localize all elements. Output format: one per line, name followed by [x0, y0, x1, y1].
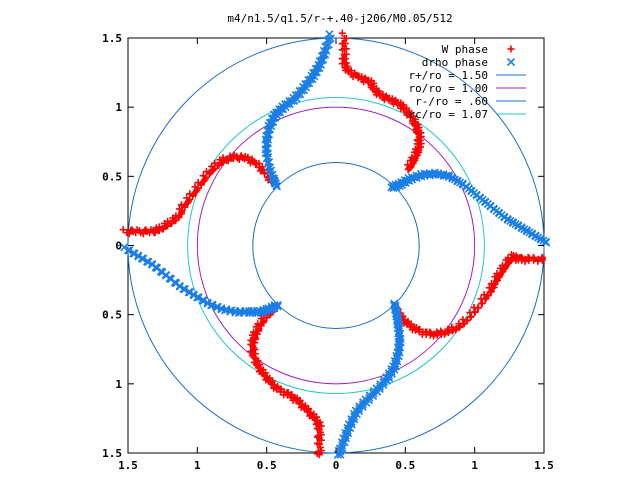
chart-title: m4/n1.5/q1.5/r-+.40-j206/M0.05/512 [227, 12, 452, 25]
w-phase-point-80 [399, 104, 407, 112]
w-phase-point-5 [338, 40, 346, 48]
w-phase-point-187 [493, 276, 501, 284]
y-tick-label-0: 1.5 [102, 32, 122, 45]
w-phase-point-411 [133, 226, 141, 234]
w-phase-point-515 [252, 159, 260, 167]
w-phase-point-285 [314, 432, 322, 440]
w-phase-point-219 [456, 322, 464, 330]
w-phase-point-198 [480, 291, 488, 299]
w-phase-point-40 [365, 76, 373, 84]
w-phase-point-523 [261, 169, 269, 177]
w-phase-point-499 [230, 151, 238, 159]
w-phase-point-56 [376, 90, 384, 98]
w-phase-point-10 [342, 50, 350, 58]
legend-label-2: r+/ro = 1.50 [409, 69, 488, 82]
w-phase-point-106 [417, 133, 425, 141]
drho-phase-point-104 [272, 181, 281, 191]
w-phase-point-0 [338, 29, 346, 37]
w-phase-point-149 [522, 255, 530, 263]
drho-phase-point-395 [273, 300, 282, 310]
y-tick-label-3: 0 [115, 240, 122, 253]
w-phase-point-24 [344, 67, 352, 75]
drho-phase-point-201 [387, 183, 396, 192]
x-tick-label-5: 1 [471, 459, 478, 472]
circle-line-1 [196, 106, 476, 385]
w-phase-point-277 [314, 448, 322, 456]
x-tick-label-0: 1.5 [118, 459, 138, 472]
w-phase-point-235 [434, 329, 442, 337]
w-phase-point-32 [355, 72, 363, 80]
legend-label-3: ro/ro = 1.00 [409, 82, 488, 95]
axis-ticks: 1.5 1 0.5 0 0.5 1 1.51.510.500.511.5 [102, 32, 554, 472]
w-phase-point-203 [478, 299, 486, 307]
w-phase-point-61 [382, 93, 390, 101]
x-tick-label-2: 0.5 [257, 459, 277, 472]
circle-line-2 [252, 162, 420, 329]
w-phase-point-227 [445, 327, 453, 335]
w-phase-point-275 [315, 451, 323, 459]
drho-phase-point-281 [395, 324, 404, 333]
w-phase-point-37 [361, 75, 369, 83]
w-phase-point-280 [315, 440, 323, 448]
legend-label-5: rc/ro = 1.07 [409, 108, 488, 121]
w-phase-point-190 [487, 280, 495, 288]
x-tick-label-4: 0.5 [395, 459, 415, 472]
drho-phase-point-394 [273, 302, 282, 311]
x-tick-label-3: 0 [333, 459, 340, 472]
x-tick-label-1: 1 [194, 459, 201, 472]
w-phase-point-185 [491, 273, 499, 281]
drho-phase-point-298 [390, 299, 399, 308]
legend-label-1: drho phase [422, 56, 488, 69]
w-phase-point-64 [385, 94, 393, 102]
w-phase-point-2 [342, 34, 350, 42]
w-phase-point-520 [258, 165, 266, 173]
w-phase-point-96 [410, 121, 418, 129]
w-phase-point-221 [452, 325, 460, 332]
w-phase-point-193 [485, 284, 493, 292]
w-phase-point-88 [406, 112, 414, 120]
y-tick-label-6: 1.5 [102, 447, 122, 460]
y-tick-label-2: 0.5 [102, 170, 122, 183]
w-phase-point-16 [338, 60, 346, 68]
w-phase-point-240 [427, 329, 435, 337]
y-tick-label-1: 1 [115, 101, 122, 114]
w-phase-point-406 [125, 230, 133, 238]
data-points [119, 29, 551, 459]
w-phase-point-278 [316, 443, 324, 451]
w-phase-point-141 [534, 255, 542, 263]
w-phase-point-414 [139, 230, 147, 238]
w-phase-point-237 [430, 330, 438, 338]
legend-label-0: W phase [442, 43, 488, 56]
circle-line-3 [187, 96, 485, 395]
w-phase-point-147 [525, 254, 533, 262]
w-phase-point-403 [119, 226, 127, 234]
y-tick-label-5: 1 [115, 378, 122, 391]
legend-label-4: r-/ro = .60 [415, 95, 488, 108]
legend-marker-1 [506, 57, 516, 67]
w-phase-point-512 [248, 157, 256, 165]
w-phase-point-72 [394, 98, 402, 106]
drho-phase-point-200 [389, 183, 398, 193]
w-phase-point-104 [413, 129, 421, 137]
legend-marker-0 [507, 45, 515, 53]
w-phase-point-48 [369, 85, 377, 93]
w-phase-point-139 [539, 254, 547, 262]
y-tick-label-4: 0.5 [102, 309, 122, 322]
w-phase-point-360 [250, 353, 258, 361]
w-phase-point-195 [487, 288, 495, 296]
w-phase-point-29 [351, 70, 359, 78]
x-tick-label-6: 1.5 [534, 459, 554, 472]
w-phase-point-211 [467, 312, 475, 320]
w-phase-point-136 [404, 165, 412, 173]
w-phase-point-8 [338, 46, 346, 54]
w-phase-point-507 [241, 152, 249, 160]
